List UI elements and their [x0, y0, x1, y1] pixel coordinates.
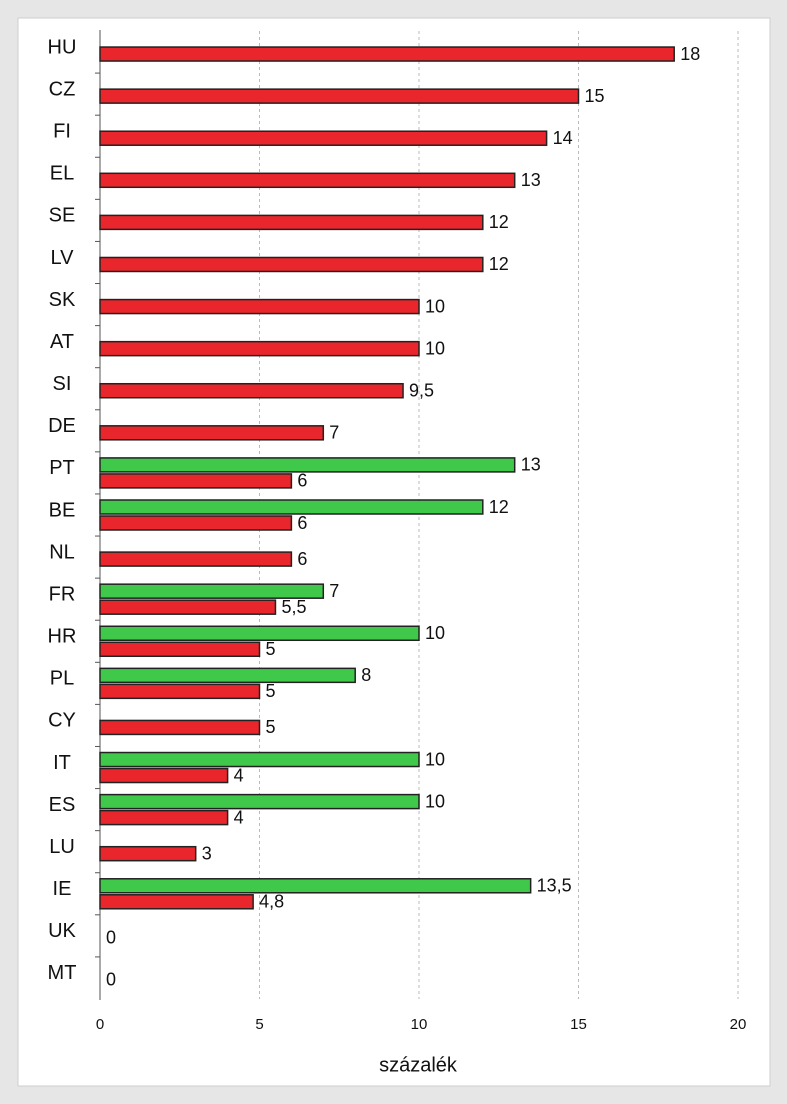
value-label: 14: [553, 128, 573, 148]
bar: [100, 47, 674, 61]
bar: [100, 811, 228, 825]
bar: [100, 215, 483, 229]
value-label: 4: [234, 765, 244, 785]
y-tick-label: EL: [50, 163, 74, 185]
y-tick-label: FI: [53, 120, 71, 142]
bar: [100, 131, 547, 145]
value-label: 10: [425, 623, 445, 643]
value-label: 12: [489, 254, 509, 274]
bar: [100, 89, 579, 103]
y-tick-label: SE: [49, 205, 76, 227]
x-tick-label: 20: [730, 1016, 747, 1033]
y-tick-label: FR: [49, 583, 76, 605]
y-tick-label: IE: [53, 878, 72, 900]
y-tick-label: DE: [48, 415, 76, 437]
bar: [100, 642, 260, 656]
value-label: 0: [106, 970, 116, 990]
value-label: 6: [297, 513, 307, 533]
value-label: 18: [680, 44, 700, 64]
bar: [100, 879, 531, 893]
value-label: 10: [425, 791, 445, 811]
bar: [100, 668, 355, 682]
y-tick-label: SK: [49, 289, 76, 311]
value-label: 3: [202, 843, 212, 863]
y-tick-label: UK: [48, 920, 76, 942]
y-tick-label: NL: [49, 541, 75, 563]
value-label: 5,5: [281, 597, 306, 617]
y-tick-label: ES: [49, 794, 76, 816]
bar: [100, 516, 291, 530]
bar: [100, 795, 419, 809]
value-label: 0: [106, 928, 116, 948]
y-tick-label: MT: [48, 962, 77, 984]
bar: [100, 684, 260, 698]
bar: [100, 552, 291, 566]
value-label: 10: [425, 338, 445, 358]
y-tick-label: PL: [50, 668, 74, 690]
value-label: 13: [521, 455, 541, 475]
bar: [100, 626, 419, 640]
chart: százalék 0 5 10 15 20 HU 18 CZ 15 FI 14 EL 13 SE 12 LV 1…: [0, 0, 787, 1099]
value-label: 12: [489, 497, 509, 517]
value-label: 5: [266, 717, 276, 737]
y-tick-label: LU: [49, 836, 75, 858]
bar: [100, 173, 515, 187]
value-label: 7: [329, 581, 339, 601]
value-label: 4: [234, 807, 244, 827]
bar: [100, 500, 483, 514]
value-label: 15: [585, 86, 605, 106]
bar: [100, 384, 403, 398]
value-label: 5: [266, 639, 276, 659]
bar: [100, 300, 419, 314]
value-label: 6: [297, 549, 307, 569]
value-label: 7: [329, 423, 339, 443]
bar: [100, 895, 253, 909]
x-axis-label: százalék: [379, 1054, 458, 1076]
y-tick-label: HU: [48, 36, 77, 58]
bar: [100, 753, 419, 767]
x-tick-label: 10: [411, 1016, 428, 1033]
y-tick-label: HR: [48, 626, 77, 648]
bar: [100, 426, 323, 440]
value-label: 9,5: [409, 380, 434, 400]
value-label: 4,8: [259, 892, 284, 912]
bar: [100, 257, 483, 271]
bar: [100, 474, 291, 488]
value-label: 13: [521, 170, 541, 190]
bar: [100, 342, 419, 356]
value-label: 5: [266, 681, 276, 701]
value-label: 6: [297, 471, 307, 491]
bar: [100, 847, 196, 861]
y-tick-label: CY: [48, 710, 76, 732]
y-tick-label: BE: [49, 499, 76, 521]
value-label: 10: [425, 296, 445, 316]
x-tick-label: 5: [255, 1016, 263, 1033]
y-tick-label: PT: [49, 457, 75, 479]
value-label: 12: [489, 212, 509, 232]
bar: [100, 769, 228, 783]
y-tick-label: AT: [50, 331, 74, 353]
value-label: 10: [425, 749, 445, 769]
x-tick-label: 0: [96, 1016, 104, 1033]
bar: [100, 600, 275, 614]
y-tick-label: IT: [53, 752, 71, 774]
y-tick-label: CZ: [49, 78, 76, 100]
value-label: 8: [361, 665, 371, 685]
value-label: 13,5: [537, 876, 572, 896]
y-tick-label: SI: [53, 373, 72, 395]
y-tick-label: LV: [51, 247, 75, 269]
bar: [100, 720, 260, 734]
x-tick-label: 15: [570, 1016, 587, 1033]
